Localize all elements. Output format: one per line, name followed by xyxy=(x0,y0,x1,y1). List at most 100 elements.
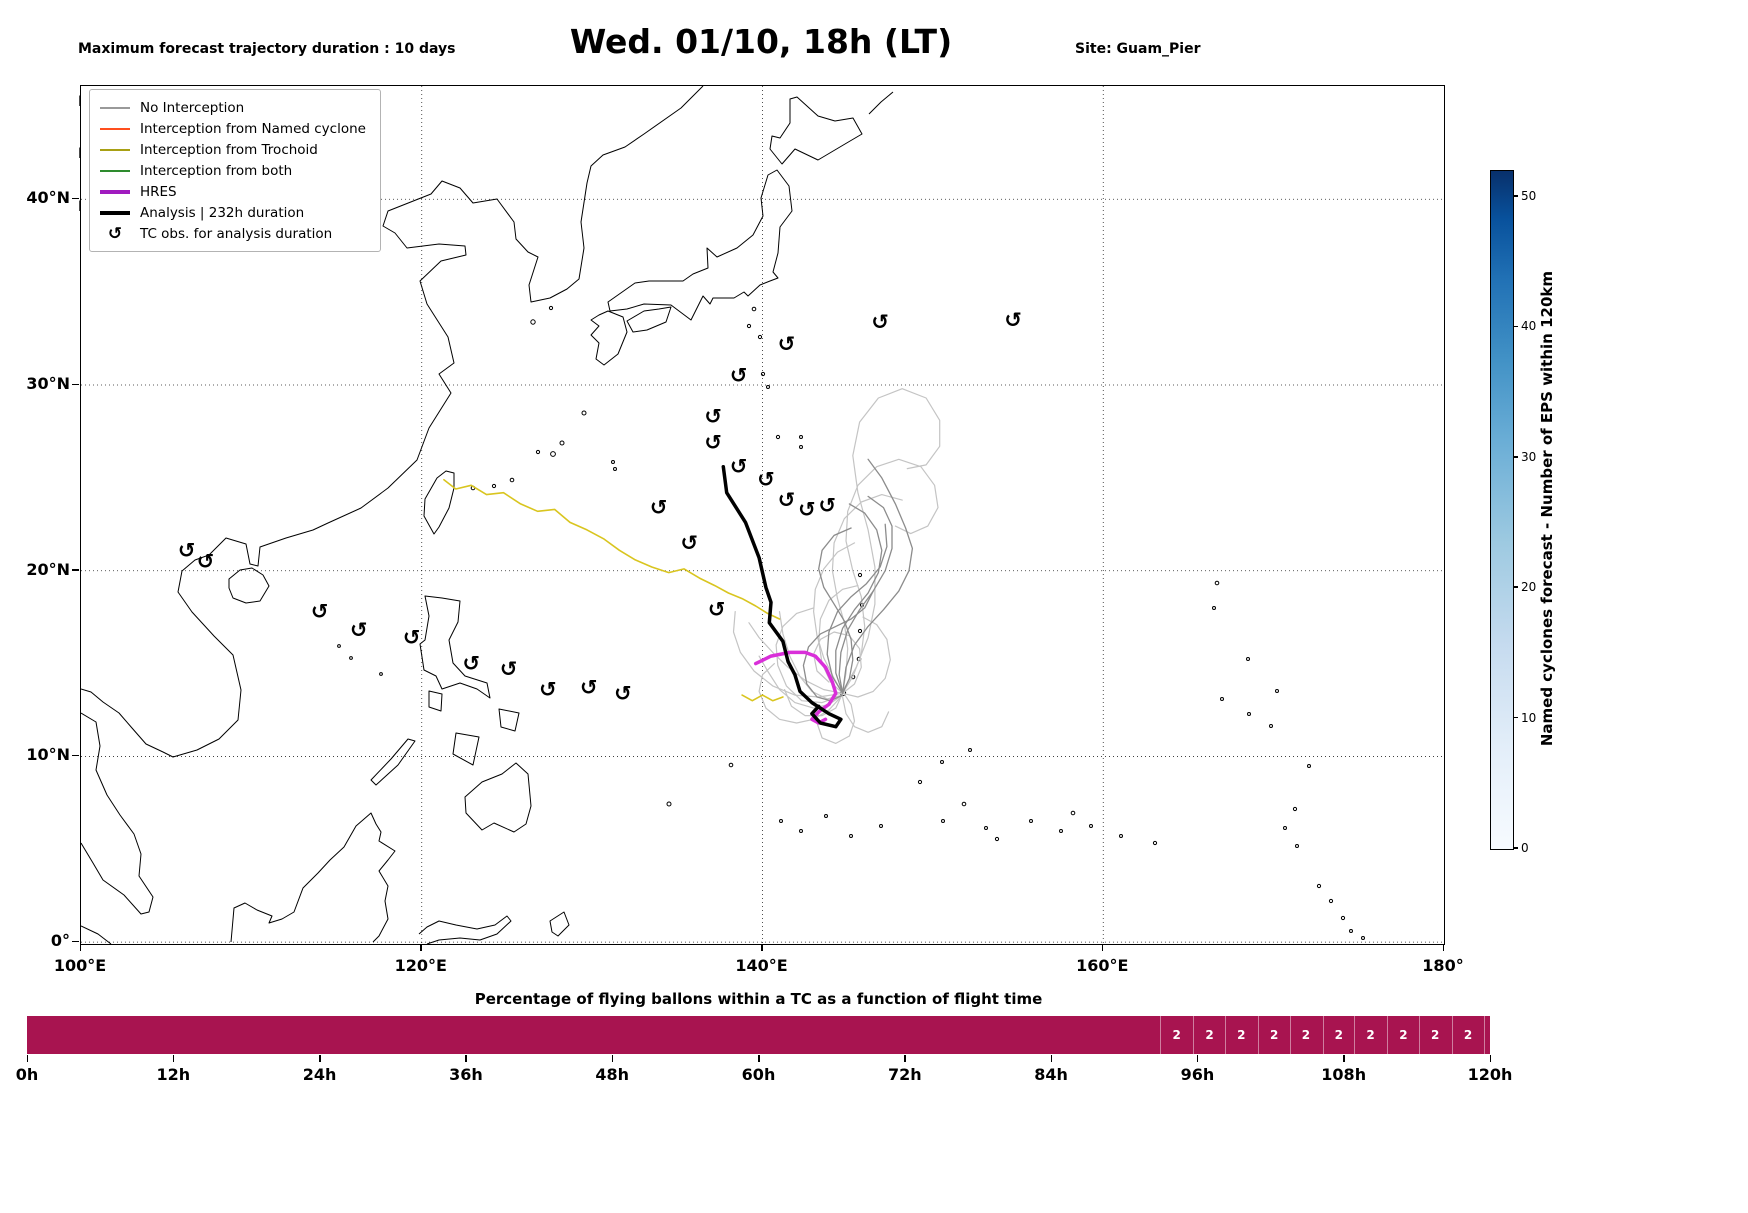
strip-tick-mark xyxy=(1489,1055,1491,1062)
coastline-island-dot xyxy=(379,672,383,676)
colorbar-label-wrap: Named cyclones forecast - Number of EPS … xyxy=(1538,170,1556,848)
tc-obs-marker: ↺ xyxy=(704,405,722,429)
tc-obs-marker: ↺ xyxy=(778,488,796,512)
colorbar-tick-label: 50 xyxy=(1521,189,1537,204)
coastline-island-dot xyxy=(968,748,972,752)
coastline-island-dot xyxy=(824,814,828,818)
coastline-island-dot xyxy=(1361,936,1365,940)
legend-item-hres: HRES xyxy=(100,181,366,202)
coastline-taiwan xyxy=(423,470,455,535)
strip-separator xyxy=(1289,1016,1291,1054)
coastline-island-dot xyxy=(1283,826,1287,830)
coastline-island-dot xyxy=(799,435,803,439)
strip-tick-mark xyxy=(172,1055,175,1062)
coastline-borneo xyxy=(230,812,396,943)
track-analysis xyxy=(721,464,843,729)
coastline-island-dot xyxy=(666,801,672,807)
track-eps-light xyxy=(775,607,844,704)
y-tick-label: 20°N xyxy=(26,559,70,579)
track-eps-light xyxy=(841,616,891,698)
strip-tick-label: 48h xyxy=(595,1065,630,1084)
bottom-chart-title: Percentage of flying ballons within a TC… xyxy=(474,990,1043,1008)
colorbar-tick-label: 10 xyxy=(1521,710,1537,725)
colorbar-label: Named cyclones forecast - Number of EPS … xyxy=(1538,271,1556,747)
coastline-island-dot xyxy=(746,323,752,329)
coastline-island-dot xyxy=(961,801,967,807)
strip-value-label: 2 xyxy=(1463,1028,1473,1042)
coastline-island-dot xyxy=(349,656,353,660)
coastline-samar xyxy=(498,708,520,732)
tc-obs-marker: ↺ xyxy=(197,549,215,573)
strip-tick-mark xyxy=(1050,1055,1053,1062)
coastline-island-dot xyxy=(611,460,615,464)
track-eps-light xyxy=(812,631,862,694)
strip-tick-label: 60h xyxy=(741,1065,776,1084)
strip-value-label: 2 xyxy=(1399,1028,1408,1042)
balloon-percentage-bar: 2 2 2 2 2 2 2 2 2 2 xyxy=(27,1016,1490,1054)
colorbar-gradient xyxy=(1491,171,1513,849)
coastline-kuril xyxy=(868,91,894,115)
strip-tick-label: 24h xyxy=(302,1065,337,1084)
strip-separator xyxy=(1322,1016,1324,1054)
coastline-island-dot xyxy=(1269,724,1273,728)
legend-item-label: TC obs. for analysis duration xyxy=(140,225,333,242)
coastline-island-dot xyxy=(509,477,515,483)
strip-separator xyxy=(1418,1016,1420,1054)
legend-item-label: Interception from Named cyclone xyxy=(140,120,366,137)
coastline-island-dot xyxy=(1089,824,1093,828)
strip-value-label: 2 xyxy=(1334,1028,1343,1042)
coastline-island-dot xyxy=(917,779,923,785)
coastline-mindanao xyxy=(464,762,532,833)
coastline-shikoku xyxy=(626,306,672,333)
coastline-island-dot xyxy=(775,434,781,440)
track-eps-dark xyxy=(818,527,854,694)
x-tick-mark xyxy=(761,944,763,951)
max-duration-line: Maximum forecast trajectory duration : 1… xyxy=(78,41,456,57)
x-tick-label: 140°E xyxy=(735,956,788,975)
strip-tick-mark xyxy=(904,1055,906,1062)
coastline-island-dot xyxy=(1349,929,1353,933)
legend-item-tc-obs: ↺ TC obs. for analysis duration xyxy=(100,223,366,244)
coastline-island-dot xyxy=(1070,810,1076,816)
track-eps-light xyxy=(758,662,844,724)
strip-tick-label: 96h xyxy=(1180,1065,1215,1084)
coastline-negros-panay xyxy=(452,732,480,766)
small-islands xyxy=(337,305,1365,940)
legend-item-label: Analysis | 232h duration xyxy=(140,204,305,221)
track-eps-light xyxy=(841,458,939,694)
coastline-island-dot xyxy=(1316,883,1322,889)
tc-obs-marker: ↺ xyxy=(1004,308,1022,332)
legend-item-label: No Interception xyxy=(140,99,245,116)
coastline-island-dot xyxy=(728,762,734,768)
strip-value-label: 2 xyxy=(1366,1028,1375,1042)
strip-separator xyxy=(1354,1016,1356,1054)
coastline-island-dot xyxy=(613,467,617,471)
strip-separator xyxy=(1484,1016,1486,1054)
coastline-island-dot xyxy=(857,628,863,634)
x-tick-mark xyxy=(1101,944,1104,951)
coastline-mindoro xyxy=(428,690,443,712)
tc-obs-marker: ↺ xyxy=(704,431,722,455)
strip-separator xyxy=(1257,1016,1259,1054)
coastline-island-dot xyxy=(760,371,766,377)
tc-obs-marker: ↺ xyxy=(818,494,836,518)
coastline-island-dot xyxy=(757,334,763,340)
track-eps-dark xyxy=(826,523,888,694)
tc-obs-marker: ↺ xyxy=(462,652,480,676)
strip-tick-mark xyxy=(465,1055,467,1062)
coastline-island-dot xyxy=(1295,844,1299,848)
legend-line-sample xyxy=(100,210,130,215)
tc-obs-marker: ↺ xyxy=(178,538,196,562)
tc-obs-marker: ↺ xyxy=(730,455,748,479)
coastline-island-dot xyxy=(1340,915,1346,921)
track-eps-light xyxy=(748,622,844,694)
strip-tick-label: 120h xyxy=(1467,1065,1513,1084)
strip-separator xyxy=(1160,1016,1162,1054)
coastline-island-dot xyxy=(857,572,863,578)
track-trochoid xyxy=(741,694,784,702)
coastline-island-dot xyxy=(1119,834,1123,838)
tc-obs-marker: ↺ xyxy=(311,600,329,624)
strip-separator xyxy=(1387,1016,1389,1054)
x-tick-mark xyxy=(420,944,422,951)
